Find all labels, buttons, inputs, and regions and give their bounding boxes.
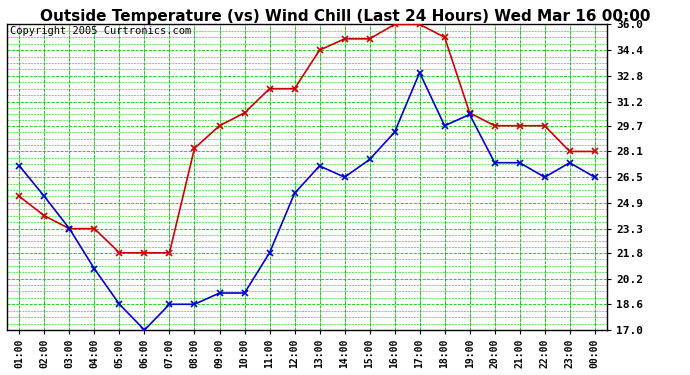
- Text: Copyright 2005 Curtronics.com: Copyright 2005 Curtronics.com: [10, 26, 191, 36]
- Text: Outside Temperature (vs) Wind Chill (Last 24 Hours) Wed Mar 16 00:00: Outside Temperature (vs) Wind Chill (Las…: [40, 9, 650, 24]
